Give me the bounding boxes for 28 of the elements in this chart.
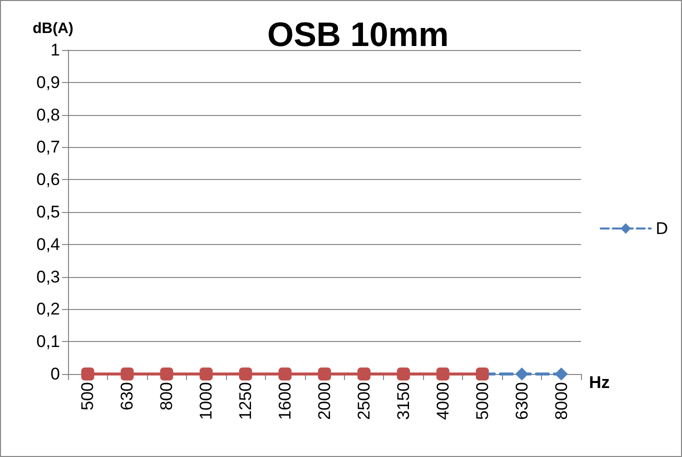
x-tick-label: 1600 [276,382,295,420]
x-tick-label: 2000 [315,382,334,420]
x-tick-label: 3150 [394,382,413,420]
chart-title: OSB 10mm [267,16,449,54]
y-tick-label: 0,2 [36,300,60,319]
x-tick-label: 2500 [354,382,374,420]
x-tick-label: 500 [78,382,98,410]
x-tick-label: 1000 [196,382,216,420]
y-tick-label: 0,8 [36,105,60,124]
x-tick-label: 6300 [512,382,532,420]
x-tick-label: 4000 [433,382,452,420]
y-tick-label: 0,6 [36,170,60,190]
legend-label: D [656,219,668,238]
x-axis-title: Hz [589,373,610,392]
x-tick-label: 5000 [472,382,492,420]
x-tick-label: 630 [118,382,137,410]
y-tick-label: 0,5 [36,202,60,222]
y-tick-label: 0,1 [36,332,60,352]
y-tick-label: 1 [50,40,60,60]
y-tick-label: 0,3 [36,267,60,286]
x-tick-label: 1250 [236,382,256,420]
y-tick-label: 0 [50,364,60,384]
y-tick-label: 0,7 [36,138,60,157]
y-tick-label: 0,9 [36,72,60,92]
y-tick-label: 0,4 [36,234,60,254]
y-axis-title: dB(A) [32,20,74,37]
x-tick-label: 800 [157,382,176,410]
x-tick-label: 8000 [552,382,571,420]
